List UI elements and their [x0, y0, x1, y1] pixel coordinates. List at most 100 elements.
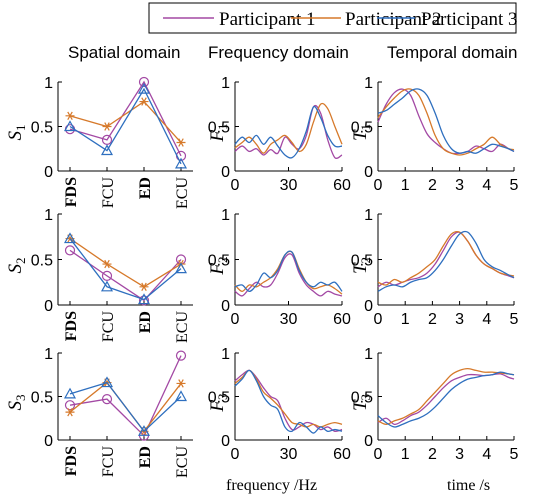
series-curve-1	[234, 369, 343, 433]
y-tick-label: 1	[364, 207, 373, 224]
series-curve-3	[377, 230, 515, 292]
series-line-3	[69, 87, 182, 165]
panel-frequency-1: 0 0.5 1 F1 0 30 60	[207, 75, 351, 194]
series-curve-2	[234, 369, 343, 428]
y-tick-label: 0.5	[31, 390, 53, 407]
column-title-temporal: Temporal domain	[387, 43, 517, 62]
x-category-label: ED	[137, 446, 154, 468]
y-tick-label: 0.5	[31, 253, 53, 270]
series-marker-1	[138, 295, 150, 306]
y-tick-label: 1	[44, 75, 53, 92]
series-marker-3	[100, 376, 114, 388]
y-tick-label: 1	[364, 346, 373, 363]
column-title-frequency: Frequency domain	[208, 43, 349, 62]
series-curve-2	[377, 88, 515, 156]
series-marker-2	[65, 407, 75, 417]
series-marker-1	[64, 400, 76, 411]
x-tick-label: 1	[401, 177, 410, 194]
y-axis-label: S1	[5, 125, 28, 141]
series-marker-3	[63, 387, 77, 399]
x-tick-label: 2	[428, 177, 437, 194]
x-tick-label: 0	[374, 177, 383, 194]
y-tick-label: 1	[364, 75, 373, 92]
y-tick-label: 0	[364, 433, 373, 450]
y-axis-label: T2	[350, 257, 373, 274]
x-tick-label: 0	[231, 177, 240, 194]
series-line-3	[69, 238, 182, 301]
series-curve-2	[377, 368, 515, 425]
column-title-spatial: Spatial domain	[68, 43, 180, 62]
x-category-label: FDS	[63, 446, 80, 476]
series-curve-3	[377, 371, 515, 428]
x-tick-label: 0	[374, 311, 383, 328]
series-marker-2	[65, 111, 75, 121]
series-curve-3	[234, 105, 343, 159]
y-tick-label: 0	[364, 298, 373, 315]
series-marker-1	[101, 394, 113, 405]
series-marker-2	[139, 282, 149, 291]
x-tick-label: 30	[280, 177, 298, 194]
series-line-3	[69, 381, 182, 433]
y-axis-label: F2	[207, 256, 230, 275]
x-tick-label: 0	[231, 446, 240, 463]
series-marker-3	[137, 425, 151, 436]
x-tick-label: 0	[374, 446, 383, 463]
series-curve-1	[234, 253, 343, 297]
series-marker-2	[176, 138, 186, 147]
panel-temporal-1: 0 0.5 1 T1 0 1 2 3 4 5	[350, 75, 519, 194]
y-tick-label: 0.5	[208, 120, 230, 137]
y-axis-label: T3	[350, 394, 373, 411]
y-tick-label: 1	[221, 346, 230, 363]
x-tick-label: 4	[482, 311, 491, 328]
y-tick-label: 0	[221, 433, 230, 450]
series-marker-2	[102, 259, 112, 269]
panel-frequency-2: 0 0.5 1 F2 0 30 60	[207, 207, 351, 328]
panel-spatial-2: 0 0.5 1 S2 FDS FCU ED ECU	[5, 207, 193, 343]
y-tick-label: 0.5	[208, 253, 230, 270]
x-category-label: ECU	[174, 177, 191, 209]
legend-label-2: Participant 2	[345, 9, 442, 30]
x-tick-label: 1	[401, 311, 410, 328]
x-category-label: ED	[137, 177, 154, 199]
time-xlabel: time /s	[447, 477, 490, 494]
x-category-label: FCU	[100, 446, 117, 478]
series-marker-2	[176, 379, 186, 388]
x-category-label: FCU	[100, 177, 117, 209]
frequency-xlabel: frequency /Hz	[226, 477, 317, 494]
legend: Participant 1 Participant 2 Participant …	[148, 2, 518, 34]
x-category-label: FDS	[63, 177, 80, 207]
x-tick-label: 30	[280, 311, 298, 328]
series-line-1	[69, 80, 182, 157]
panel-spatial-1: 0 0.5 1 S1 FDS FCU ED ECU	[5, 75, 193, 209]
series-marker-3	[100, 144, 114, 156]
panel-frequency-3: 0 0.5 1 F3 0 30 60	[207, 346, 351, 463]
series-marker-2	[139, 97, 149, 106]
panel-spatial-3: 0 0.5 1 S3 FDS FCU ED ECU	[5, 346, 193, 478]
series-marker-3	[63, 120, 77, 132]
series-marker-3	[100, 280, 114, 292]
x-tick-label: 3	[455, 177, 464, 194]
series-curve-3	[234, 369, 343, 434]
series-marker-3	[174, 390, 188, 402]
series-marker-3	[174, 157, 188, 169]
series-curve-3	[377, 88, 515, 154]
y-tick-label: 0	[44, 164, 53, 181]
x-tick-label: 4	[482, 446, 491, 463]
x-tick-label: 5	[510, 446, 519, 463]
y-tick-label: 1	[221, 207, 230, 224]
y-tick-label: 0	[221, 298, 230, 315]
y-axis-label: S3	[5, 395, 28, 411]
x-tick-label: 3	[455, 446, 464, 463]
x-tick-label: 60	[333, 311, 351, 328]
x-tick-label: 30	[280, 446, 298, 463]
series-marker-1	[138, 76, 150, 88]
x-category-label: ECU	[174, 311, 191, 343]
x-tick-label: 60	[333, 446, 351, 463]
series-line-1	[69, 355, 182, 437]
x-tick-label: 4	[482, 177, 491, 194]
y-axis-label: T1	[350, 124, 373, 141]
series-curve-2	[377, 230, 515, 286]
panel-temporal-3: 0 0.5 1 T3 0 1 2 3 4 5	[350, 346, 519, 463]
